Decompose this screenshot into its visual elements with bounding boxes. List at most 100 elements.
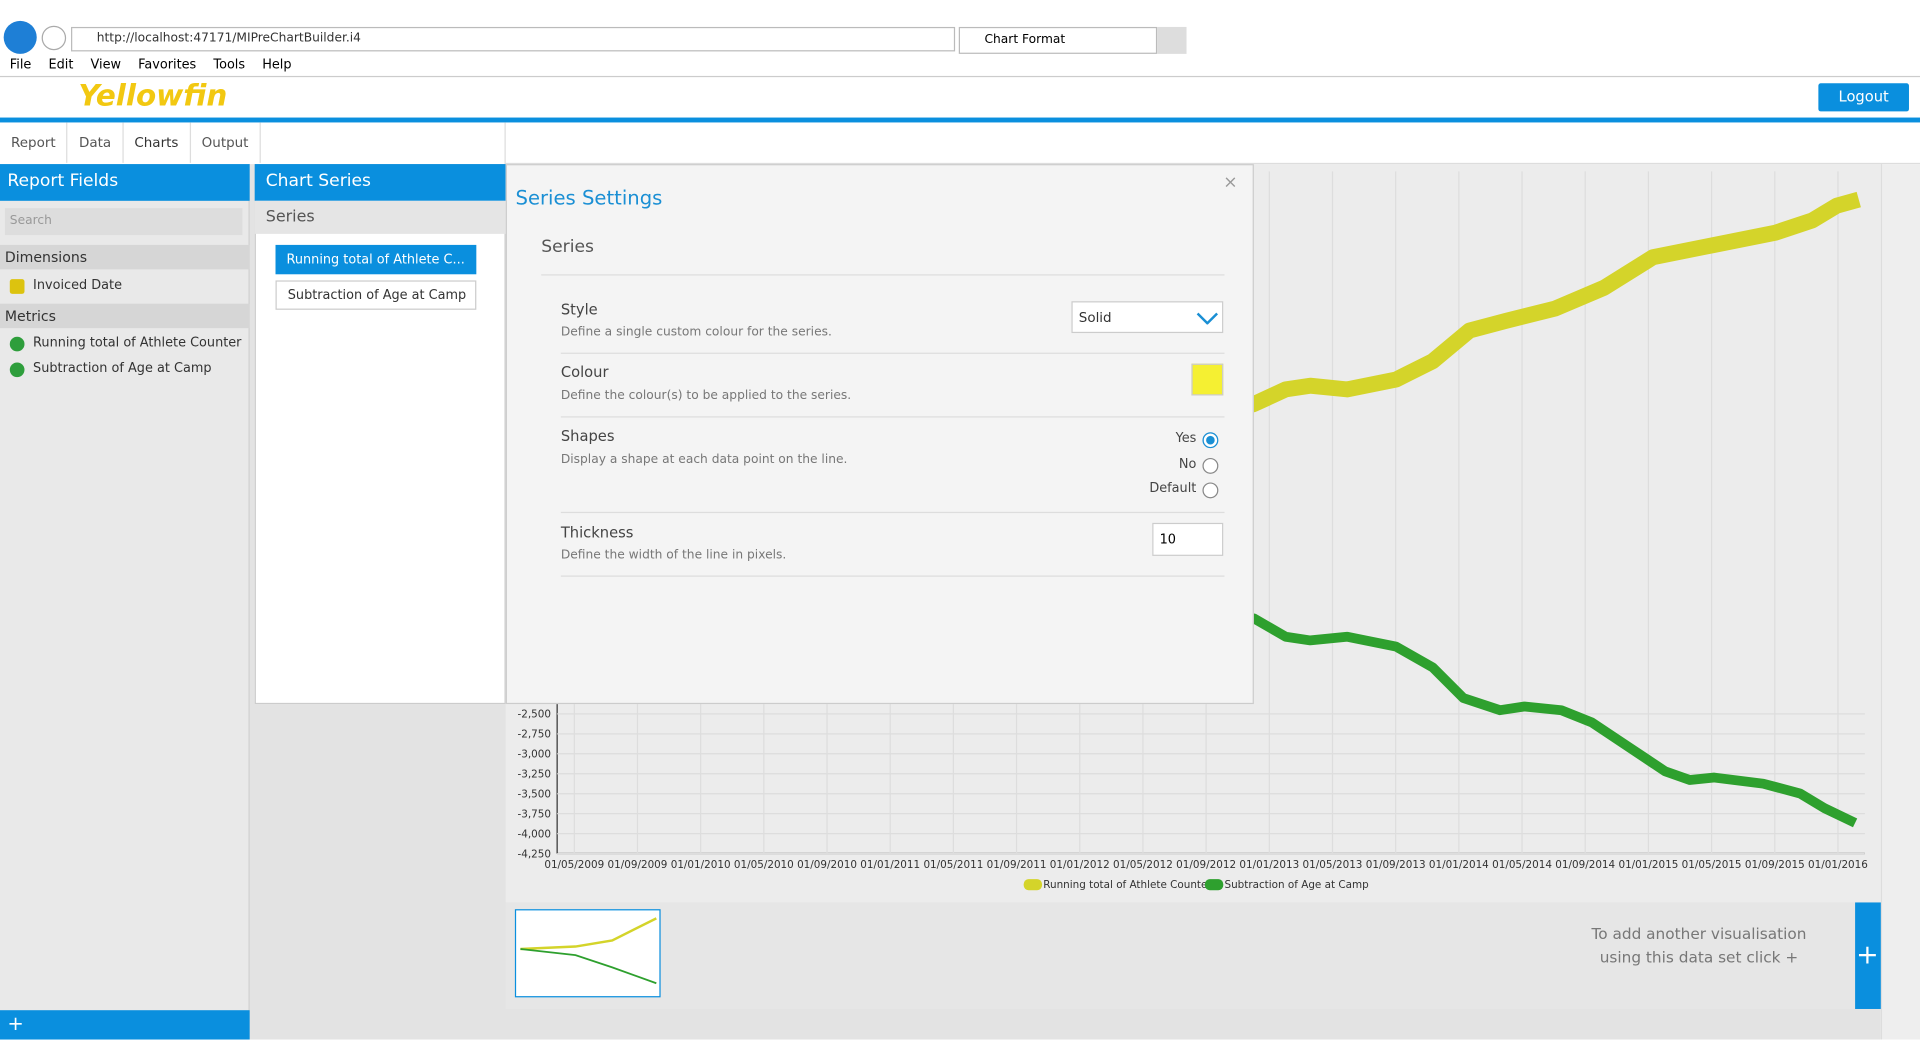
new-tab[interactable] — [1157, 26, 1187, 54]
y-tick-label: -4,250 — [518, 848, 552, 860]
setting-label: Thickness — [560, 524, 634, 542]
x-tick-label: 01/01/2010 — [671, 859, 731, 871]
label: Invoiced Date — [33, 277, 123, 293]
thumbnail-strip — [505, 902, 1856, 1009]
legend-swatch — [1204, 879, 1224, 891]
series-item-selected[interactable]: Running total of Athlete C... — [275, 244, 477, 275]
y-tick-label: -3,750 — [518, 808, 552, 820]
section-divider — [541, 274, 1225, 276]
thickness-input[interactable]: 10 — [1152, 522, 1224, 556]
radio-button[interactable] — [1202, 457, 1219, 474]
panel-title: Report Fields — [0, 164, 250, 201]
series-item[interactable]: Subtraction of Age at Camp — [275, 280, 477, 310]
app-tab[interactable]: Data — [68, 122, 124, 163]
divider — [560, 511, 1225, 514]
x-tick-label: 01/01/2015 — [1618, 859, 1678, 871]
dropdown-value: Solid — [1078, 309, 1112, 326]
divider — [560, 352, 1225, 354]
x-tick-label: 01/01/2013 — [1239, 859, 1299, 871]
divider — [0, 75, 1920, 78]
logo: Yellowfin — [78, 78, 228, 113]
search-box[interactable]: Search — [4, 208, 243, 236]
panel-title: Chart Series — [254, 164, 506, 201]
app-tab[interactable]: Output — [191, 122, 261, 163]
setting-label: Shapes — [560, 427, 615, 445]
section-header[interactable]: Metrics — [0, 303, 250, 329]
panel-heading: Series — [254, 200, 506, 234]
metric-item[interactable]: Subtraction of Age at Camp — [9, 361, 212, 378]
x-tick-label: 01/09/2014 — [1555, 859, 1615, 871]
metric-item[interactable]: Running total of Athlete Counter — [9, 335, 242, 352]
x-tick-label: 01/01/2014 — [1429, 859, 1489, 871]
x-tick-label: 01/05/2013 — [1303, 859, 1363, 871]
close-button[interactable]: × — [1223, 172, 1238, 193]
series-line — [556, 570, 1858, 828]
icon — [9, 362, 25, 378]
x-tick-label: 01/09/2009 — [608, 859, 668, 871]
menu-item[interactable]: Favorites — [138, 57, 197, 73]
thumbnail[interactable] — [514, 909, 661, 998]
setting-label: Style — [560, 301, 598, 319]
radio-button[interactable] — [1202, 482, 1219, 499]
radio-label: Default — [1149, 481, 1197, 496]
plus-icon: + — [1856, 940, 1879, 971]
browser-tab[interactable]: Chart Format — [958, 26, 1158, 54]
x-tick-label: 01/01/2011 — [860, 859, 920, 871]
menu-item[interactable]: View — [90, 57, 122, 73]
colour-swatch[interactable] — [1191, 363, 1224, 396]
x-tick-label: 01/01/2016 — [1808, 859, 1868, 871]
tab-bar: Report Data Charts Output — [0, 122, 261, 163]
legend-label: Running total of Athlete Counter — [1043, 879, 1212, 891]
logout-button[interactable]: Logout — [1818, 83, 1909, 112]
style-dropdown[interactable]: Solid — [1071, 301, 1224, 334]
x-tick-label: 01/05/2011 — [923, 859, 983, 871]
x-tick-label: 01/05/2015 — [1682, 859, 1742, 871]
back-button[interactable] — [3, 20, 37, 54]
menu-bar: File Edit View Favorites Tools Help — [10, 58, 292, 75]
radio-button[interactable] — [1202, 432, 1219, 449]
menu-item[interactable]: Tools — [213, 57, 246, 73]
hint-line: using this data set click + — [1599, 947, 1799, 967]
label: Subtraction of Age at Camp — [33, 361, 212, 376]
thumbnail-line — [520, 948, 657, 985]
legend-label: Subtraction of Age at Camp — [1224, 879, 1369, 891]
x-tick-label: 01/05/2012 — [1113, 859, 1173, 871]
x-tick-label: 01/09/2011 — [987, 859, 1047, 871]
thumbnail-line — [520, 917, 657, 951]
dimension-item[interactable]: Invoiced Date — [9, 277, 123, 294]
x-tick-label: 01/05/2014 — [1492, 859, 1552, 871]
app-tab[interactable]: Report — [0, 122, 68, 163]
series-settings-modal — [505, 164, 1254, 705]
legend-swatch — [1023, 879, 1043, 891]
menu-item[interactable]: File — [9, 57, 32, 73]
y-tick-label: -2,750 — [518, 729, 552, 741]
setting-desc: Display a shape at each data point on th… — [560, 453, 848, 467]
x-tick-label: 01/09/2010 — [797, 859, 857, 871]
y-tick-label: -4,000 — [518, 828, 552, 840]
section-header[interactable]: Dimensions — [0, 244, 250, 270]
chevron — [1196, 312, 1219, 325]
divider — [560, 416, 1225, 418]
modal-title: Series Settings — [515, 186, 663, 210]
y-tick-label: -3,000 — [518, 748, 552, 760]
address-bar[interactable]: http://localhost:47171/MIPreChartBuilder… — [71, 26, 956, 52]
menu-item[interactable]: Help — [262, 57, 292, 73]
icon — [9, 336, 25, 352]
icon — [9, 279, 25, 294]
setting-label: Colour — [560, 363, 609, 381]
section-title[interactable]: Series — [541, 237, 594, 258]
setting-desc: Define a single custom colour for the se… — [560, 325, 832, 340]
radio-label: Yes — [1175, 431, 1197, 446]
y-tick-label: -3,250 — [518, 768, 552, 780]
forward-button[interactable] — [41, 25, 67, 51]
menu-item[interactable]: Edit — [48, 57, 74, 73]
label: Running total of Athlete Counter — [33, 335, 242, 351]
x-tick-label: 01/09/2012 — [1176, 859, 1236, 871]
app-tab[interactable]: Charts — [123, 122, 191, 163]
right-rail — [1880, 164, 1920, 1040]
hint: To add another visualisation using this d… — [1567, 922, 1830, 969]
add-button[interactable]: + — [0, 1010, 250, 1040]
add-visualisation-button[interactable] — [1855, 902, 1881, 1009]
